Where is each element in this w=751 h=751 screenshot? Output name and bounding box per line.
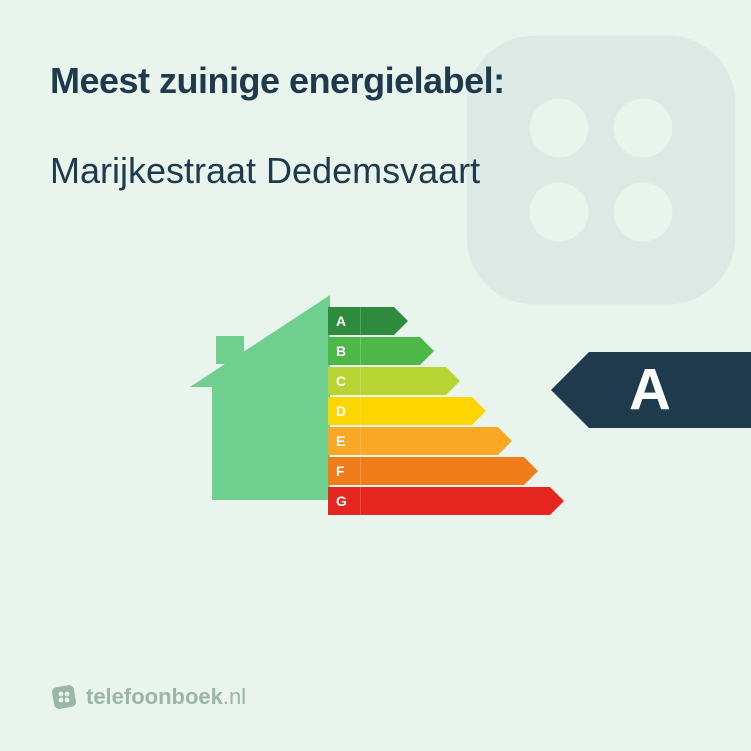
brand-icon	[50, 683, 78, 711]
bar-letter: C	[336, 373, 346, 389]
bar-shape	[328, 397, 486, 425]
bar-shape	[328, 427, 512, 455]
bar-letter: F	[336, 463, 345, 479]
bar-letter: B	[336, 343, 346, 359]
bar-divider	[360, 337, 361, 365]
bar-divider	[360, 397, 361, 425]
bar-divider	[360, 307, 361, 335]
bar-divider	[360, 457, 361, 485]
bar-shape	[328, 367, 460, 395]
bar-letter: E	[336, 433, 345, 449]
bar-divider	[360, 427, 361, 455]
title: Meest zuinige energielabel:	[50, 60, 701, 102]
bar-divider	[360, 487, 361, 515]
brand-name: telefoonboek	[86, 684, 223, 709]
house-icon	[190, 292, 330, 512]
bar-letter: D	[336, 403, 346, 419]
bar-shape	[328, 487, 564, 515]
bar-divider	[360, 367, 361, 395]
result-letter: A	[629, 357, 671, 424]
brand-tld: .nl	[223, 684, 246, 709]
brand-text: telefoonboek.nl	[86, 684, 246, 710]
result-badge: A	[551, 352, 751, 428]
subtitle-address: Marijkestraat Dedemsvaart	[50, 150, 701, 192]
bar-letter: A	[336, 313, 346, 329]
footer-brand: telefoonboek.nl	[50, 683, 246, 711]
bar-letter: G	[336, 493, 347, 509]
